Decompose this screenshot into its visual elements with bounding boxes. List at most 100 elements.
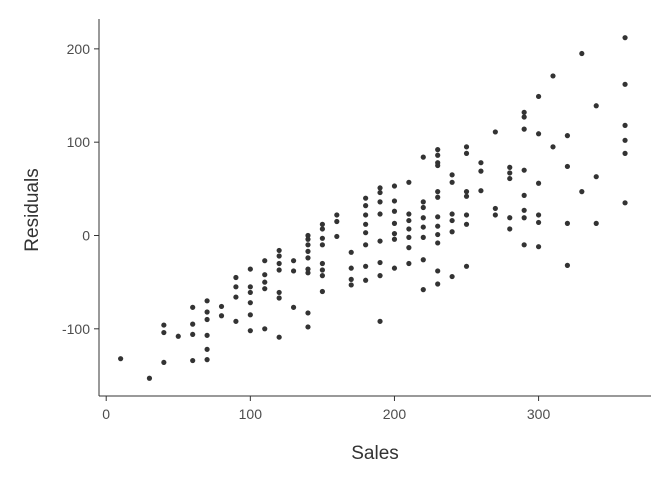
data-point: [233, 274, 239, 281]
data-point: [305, 324, 311, 330]
data-point: [363, 221, 369, 227]
data-point: [521, 114, 527, 120]
data-point: [276, 267, 282, 273]
data-point: [507, 226, 513, 232]
data-point: [377, 273, 383, 279]
data-point: [161, 322, 167, 328]
data-point: [247, 300, 253, 306]
data-point: [420, 154, 426, 160]
data-point: [449, 229, 455, 235]
data-point: [521, 167, 527, 173]
y-tick-label: 200: [67, 41, 91, 57]
data-point: [435, 214, 441, 220]
data-point: [391, 183, 398, 189]
data-point: [305, 255, 311, 261]
data-point: [449, 217, 455, 224]
data-point: [377, 238, 383, 244]
data-point: [377, 185, 383, 191]
data-point: [478, 160, 484, 166]
data-point: [377, 199, 383, 205]
data-point: [305, 236, 311, 242]
data-point: [319, 221, 325, 227]
data-point: [435, 223, 441, 229]
data-point: [521, 126, 527, 132]
data-point: [348, 282, 354, 288]
data-point: [118, 356, 124, 362]
data-point: [420, 287, 426, 293]
data-point: [420, 215, 426, 221]
data-point: [262, 326, 268, 332]
data-point: [406, 226, 412, 232]
data-point: [507, 175, 513, 182]
data-point: [204, 357, 210, 363]
x-axis-ticks: 0 100 200 300: [102, 396, 550, 422]
data-point: [535, 93, 542, 100]
data-point: [319, 260, 325, 267]
data-point: [276, 289, 282, 296]
y-axis-ticks: -100 0 100 200: [62, 41, 99, 337]
data-point: [406, 245, 412, 251]
x-tick-label: 200: [383, 406, 407, 422]
data-point: [319, 226, 325, 232]
x-tick-label: 0: [102, 406, 110, 422]
data-point: [247, 289, 253, 296]
data-point: [276, 247, 282, 254]
data-point: [348, 276, 354, 282]
data-point: [262, 286, 268, 292]
data-point: [262, 279, 268, 285]
data-point: [521, 242, 527, 248]
data-point: [377, 211, 383, 217]
data-point: [420, 234, 426, 240]
data-point: [204, 346, 210, 352]
data-point: [391, 236, 398, 242]
x-tick-label: 100: [239, 406, 263, 422]
data-point: [377, 318, 383, 324]
data-point: [391, 220, 398, 226]
data-point: [363, 277, 369, 283]
data-point: [247, 312, 253, 318]
data-point: [463, 212, 470, 218]
scatter-points: [118, 35, 628, 381]
data-point: [190, 331, 196, 338]
data-point: [406, 179, 412, 185]
data-point: [564, 163, 571, 170]
data-point: [334, 212, 340, 218]
data-point: [276, 253, 282, 259]
data-point: [319, 267, 325, 273]
data-point: [449, 273, 455, 280]
data-point: [478, 168, 484, 174]
data-point: [463, 193, 470, 199]
data-point: [463, 189, 470, 195]
data-point: [622, 137, 628, 143]
data-point: [507, 215, 513, 221]
data-point: [391, 208, 398, 214]
data-point: [391, 198, 398, 204]
data-point: [449, 172, 455, 178]
data-point: [175, 333, 181, 339]
data-point: [190, 357, 196, 364]
data-point: [521, 207, 527, 213]
data-point: [420, 204, 426, 211]
data-point: [233, 318, 239, 324]
data-point: [564, 262, 571, 268]
data-point: [290, 258, 297, 264]
data-point: [406, 260, 412, 267]
data-point: [463, 221, 470, 227]
data-point: [204, 298, 210, 304]
y-tick-label: -100: [62, 321, 90, 337]
data-point: [363, 242, 369, 248]
data-point: [507, 164, 513, 170]
data-point: [247, 328, 253, 334]
data-point: [463, 144, 470, 150]
data-point: [420, 199, 426, 205]
data-point: [363, 230, 369, 236]
y-tick-label: 100: [67, 134, 91, 150]
data-point: [435, 268, 441, 274]
data-point: [247, 284, 253, 290]
data-point: [305, 242, 311, 248]
x-axis-title: Sales: [351, 443, 399, 464]
data-point: [290, 304, 297, 310]
data-point: [190, 304, 196, 310]
data-point: [334, 233, 340, 240]
data-point: [319, 288, 325, 295]
